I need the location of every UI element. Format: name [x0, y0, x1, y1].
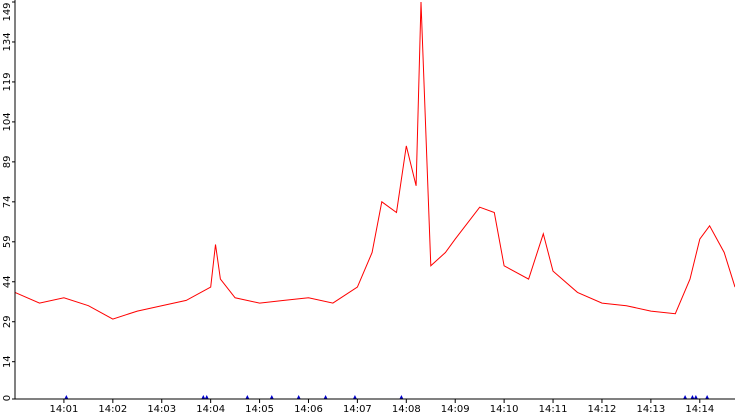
- event-marker: [693, 395, 698, 399]
- plot-area: [14, 1, 735, 320]
- x-tick-label: 14:12: [588, 404, 617, 415]
- x-tick-label: 14:09: [441, 404, 470, 415]
- event-marker: [399, 395, 404, 399]
- x-tick-label: 14:14: [685, 404, 714, 415]
- event-marker: [201, 395, 206, 399]
- x-tick-label: 14:08: [392, 404, 421, 415]
- y-axis-ticks: 0 14 29 44 59 74 89 104 119 134 149: [2, 1, 15, 401]
- event-marker: [296, 395, 301, 399]
- x-tick-label: 14:03: [147, 404, 176, 415]
- event-marker: [705, 395, 710, 399]
- event-marker: [245, 395, 250, 399]
- x-tick-label: 14:10: [490, 404, 519, 415]
- event-marker: [683, 395, 688, 399]
- event-marker: [64, 395, 69, 399]
- y-tick-label: 89: [2, 155, 13, 168]
- x-axis-ticks: 14:01 14:02 14:03 14:04 14:05 14:06 14:07 14:08…: [49, 399, 714, 415]
- event-marker: [204, 395, 209, 399]
- x-tick-label: 14:04: [196, 404, 225, 415]
- event-markers: [64, 395, 710, 399]
- event-marker: [269, 395, 274, 399]
- x-tick-label: 14:02: [98, 404, 127, 415]
- y-tick-label: 29: [2, 315, 13, 328]
- series-line: [14, 1, 735, 320]
- event-marker: [690, 395, 695, 399]
- event-marker: [352, 395, 357, 399]
- y-tick-label: 59: [2, 235, 13, 248]
- x-tick-label: 14:13: [636, 404, 665, 415]
- x-tick-label: 14:05: [245, 404, 274, 415]
- y-tick-label: 119: [2, 72, 13, 91]
- y-tick-label: 0: [2, 395, 13, 401]
- y-tick-label: 14: [2, 355, 13, 368]
- x-tick-label: 14:11: [539, 404, 568, 415]
- x-tick-label: 14:07: [343, 404, 372, 415]
- x-tick-label: 14:01: [49, 404, 78, 415]
- y-tick-label: 134: [2, 32, 13, 51]
- y-tick-label: 44: [2, 275, 13, 288]
- event-marker: [323, 395, 328, 399]
- y-tick-label: 74: [2, 195, 13, 208]
- y-tick-label: 104: [2, 112, 13, 131]
- y-tick-label: 149: [2, 2, 13, 21]
- x-tick-label: 14:06: [294, 404, 323, 415]
